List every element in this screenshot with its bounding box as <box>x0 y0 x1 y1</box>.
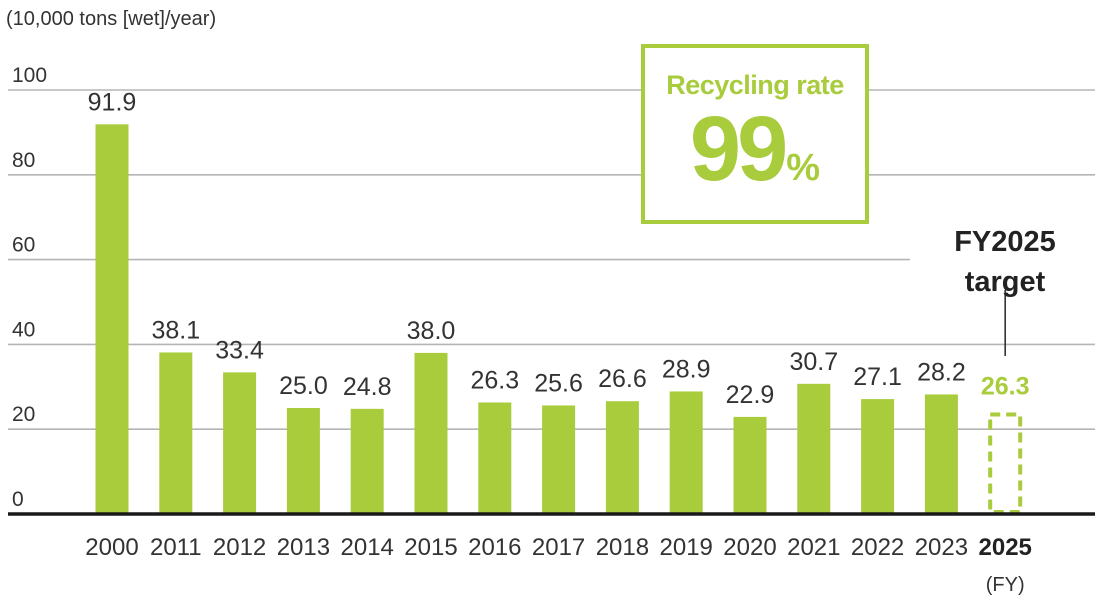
x-tick-label-2016: 2016 <box>468 534 521 561</box>
x-tick-label-2021: 2021 <box>787 534 840 561</box>
bar-2016 <box>478 402 512 514</box>
x-tick-label-2025: 2025 <box>979 534 1032 561</box>
bar-2013 <box>286 408 320 514</box>
x-tick-label-2000: 2000 <box>85 534 138 561</box>
bar-2000 <box>95 124 129 515</box>
value-label-2011: 38.1 <box>151 316 200 344</box>
x-tick-label-2022: 2022 <box>851 534 904 561</box>
bar-2018 <box>605 401 639 514</box>
y-axis-unit-label: (10,000 tons [wet]/year) <box>6 8 217 30</box>
x-tick-label-2012: 2012 <box>213 534 266 561</box>
value-label-2013: 25.0 <box>279 372 328 400</box>
bar-2022 <box>861 399 895 514</box>
bar-2014 <box>350 408 384 514</box>
y-tick-label-80: 80 <box>12 149 35 172</box>
value-label-2025: 26.3 <box>981 372 1030 400</box>
x-tick-label-2011: 2011 <box>150 534 202 561</box>
x-tick-label-2017: 2017 <box>532 534 585 561</box>
bar-2017 <box>542 405 576 514</box>
x-tick-label-2015: 2015 <box>404 534 457 561</box>
x-tick-label-2013: 2013 <box>277 534 330 561</box>
callout-title: Recycling rate <box>666 70 844 100</box>
bar-2015 <box>414 352 448 514</box>
value-label-2018: 26.6 <box>598 365 647 393</box>
target-annotation-line1: FY2025 <box>954 226 1056 258</box>
value-label-2016: 26.3 <box>470 366 519 394</box>
x-tick-label-2014: 2014 <box>341 534 394 561</box>
callout-number: 99 <box>689 98 788 200</box>
value-label-2020: 22.9 <box>726 381 775 409</box>
y-tick-label-40: 40 <box>12 318 35 341</box>
value-label-2023: 28.2 <box>917 358 966 386</box>
value-label-2000: 91.9 <box>88 88 137 116</box>
x-tick-label-2023: 2023 <box>915 534 968 561</box>
y-tick-label-100: 100 <box>12 64 47 87</box>
target-annotation-line2: target <box>964 266 1046 298</box>
y-tick-label-60: 60 <box>12 234 35 257</box>
value-label-2019: 28.9 <box>662 355 711 383</box>
bar-2019 <box>669 391 703 514</box>
y-tick-label-0: 0 <box>12 488 24 511</box>
bar-2023 <box>924 394 958 514</box>
bar-2011 <box>159 352 193 514</box>
x-tick-label-2020: 2020 <box>723 534 776 561</box>
bar-2012 <box>223 372 257 514</box>
value-label-2021: 30.7 <box>789 348 838 376</box>
callout-percent-sign: % <box>786 147 821 189</box>
y-tick-label-20: 20 <box>12 403 35 426</box>
bar-2020 <box>733 416 767 514</box>
value-label-2022: 27.1 <box>853 363 902 391</box>
x-tick-label-2019: 2019 <box>660 534 713 561</box>
value-label-2017: 25.6 <box>534 369 583 397</box>
value-label-2015: 38.0 <box>407 317 456 345</box>
bar-2021 <box>797 383 831 514</box>
value-label-2012: 33.4 <box>215 336 264 364</box>
recycling-rate-callout: Recycling rate 99% <box>641 44 869 224</box>
value-label-2014: 24.8 <box>343 373 392 401</box>
x-tick-label-2018: 2018 <box>596 534 649 561</box>
x-axis-unit-label: (FY) <box>986 574 1025 596</box>
callout-value: 99% <box>645 103 865 195</box>
target-annotation: FY2025 target <box>930 222 1080 302</box>
